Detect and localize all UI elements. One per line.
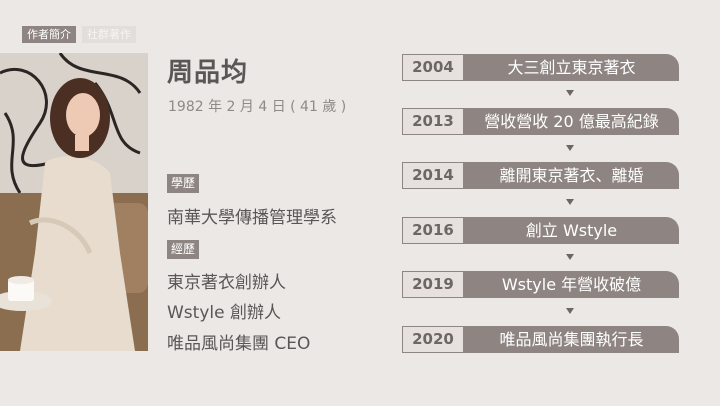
tab-author-intro[interactable]: 作者簡介 — [22, 26, 76, 43]
timeline-event: 營收營收 20 億最高紀錄 — [464, 108, 679, 135]
timeline-event: 離開東京著衣、離婚 — [464, 162, 679, 189]
timeline-arrow-icon — [566, 308, 574, 314]
tab-bar: 作者簡介 社群著作 — [22, 26, 136, 43]
experience-item: Wstyle 創辦人 — [167, 303, 281, 323]
timeline-event: Wstyle 年營收破億 — [464, 271, 679, 298]
timeline-year: 2020 — [402, 326, 464, 353]
timeline-arrow-icon — [566, 199, 574, 205]
author-birthdate: 1982 年 2 月 4 日 ( 41 歲 ) — [168, 99, 347, 115]
timeline-year: 2019 — [402, 271, 464, 298]
timeline-entry: 2020 唯品風尚集團執行長 — [402, 326, 679, 353]
author-photo — [0, 53, 148, 351]
timeline-arrow-icon — [566, 145, 574, 151]
timeline-entry: 2013 營收營收 20 億最高紀錄 — [402, 108, 679, 135]
timeline-entry: 2016 創立 Wstyle — [402, 217, 679, 244]
experience-item: 東京著衣創辦人 — [167, 273, 286, 293]
timeline-year: 2004 — [402, 54, 464, 81]
author-name: 周品均 — [167, 58, 249, 88]
timeline-entry: 2014 離開東京著衣、離婚 — [402, 162, 679, 189]
experience-heading: 經歷 — [167, 240, 200, 259]
education-item: 南華大學傳播管理學系 — [167, 208, 337, 228]
experience-item: 唯品風尚集團 CEO — [167, 334, 311, 354]
timeline-arrow-icon — [566, 254, 574, 260]
timeline-event: 唯品風尚集團執行長 — [464, 326, 679, 353]
timeline-event: 大三創立東京著衣 — [464, 54, 679, 81]
tab-social-works[interactable]: 社群著作 — [82, 26, 136, 43]
timeline-year: 2014 — [402, 162, 464, 189]
education-heading: 學歷 — [167, 174, 200, 193]
timeline-year: 2013 — [402, 108, 464, 135]
timeline-event: 創立 Wstyle — [464, 217, 679, 244]
timeline-year: 2016 — [402, 217, 464, 244]
timeline-entry: 2004 大三創立東京著衣 — [402, 54, 679, 81]
timeline-arrow-icon — [566, 90, 574, 96]
timeline-entry: 2019 Wstyle 年營收破億 — [402, 271, 679, 298]
